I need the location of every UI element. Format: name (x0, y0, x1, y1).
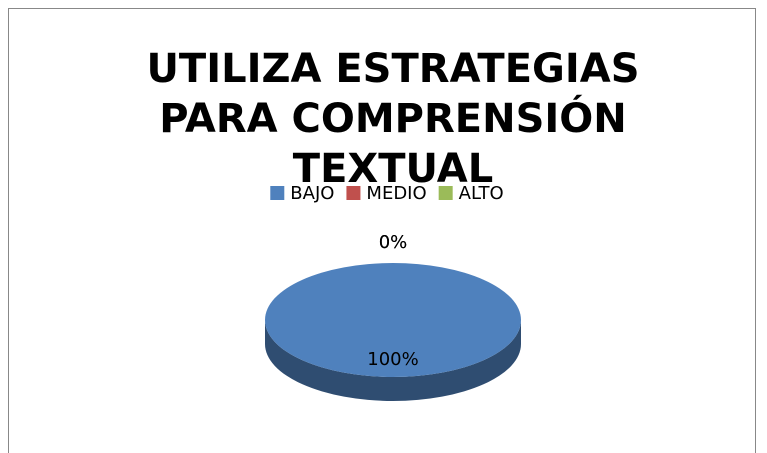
legend-label: ALTO (459, 183, 504, 204)
chart-frame (8, 8, 756, 453)
legend-swatch (270, 186, 285, 200)
data-label: 100% (367, 349, 418, 370)
legend-label: BAJO (290, 183, 334, 204)
legend-label: MEDIO (366, 183, 426, 204)
data-label: 0% (379, 232, 408, 253)
pie-side (265, 320, 521, 401)
chart-title: UTILIZA ESTRATEGIAS PARA COMPRENSIÓN TEX… (146, 46, 640, 192)
data-label: 0% (379, 232, 408, 253)
pie-slice (265, 263, 521, 377)
legend-swatch (346, 186, 361, 200)
legend-swatch (438, 186, 453, 200)
